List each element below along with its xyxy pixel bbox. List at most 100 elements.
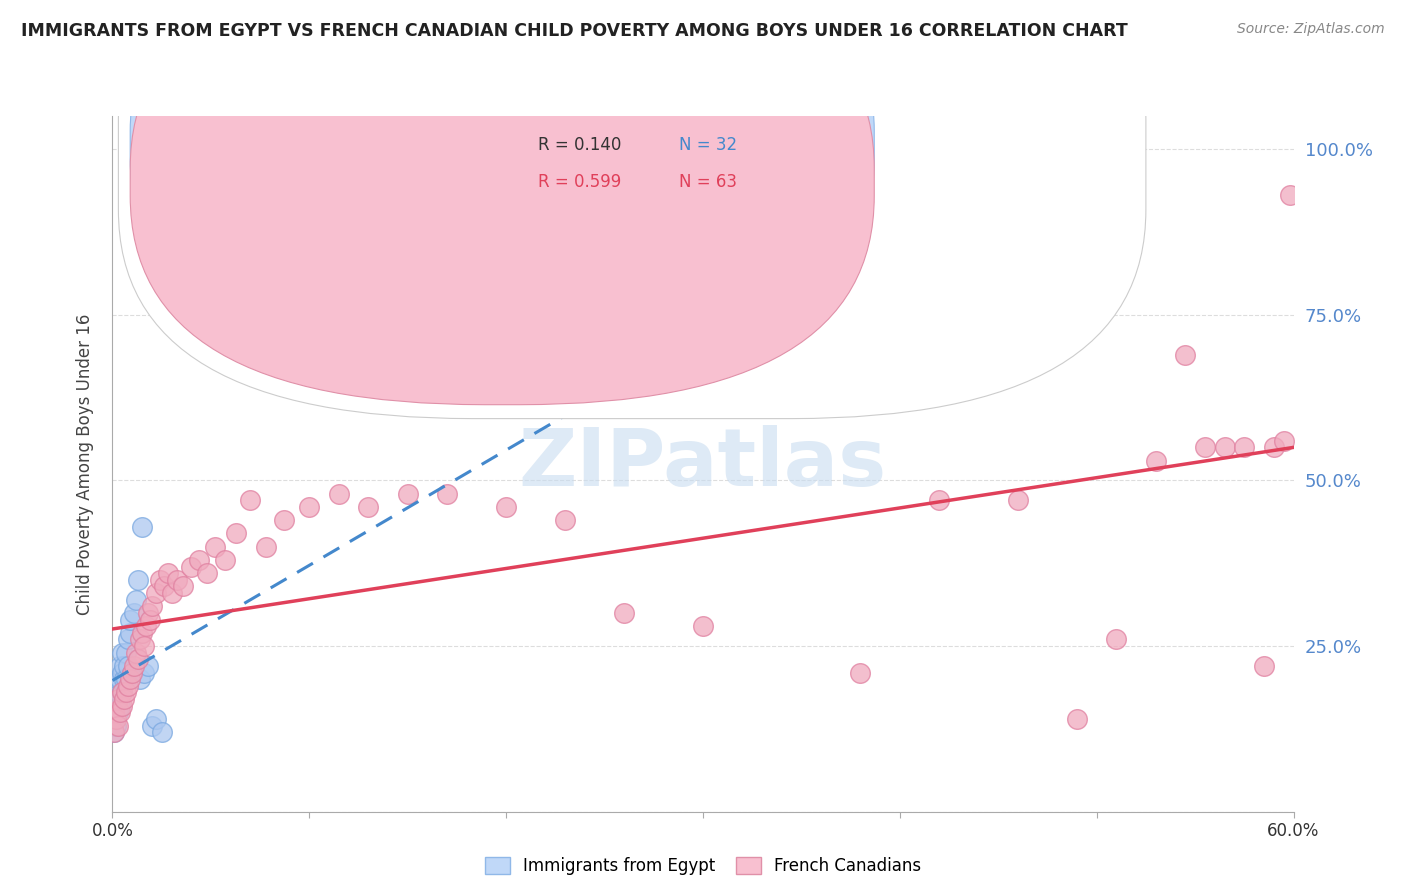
Legend: Immigrants from Egypt, French Canadians: Immigrants from Egypt, French Canadians	[477, 848, 929, 883]
Point	[120, 625, 142, 640]
Point	[239, 493, 262, 508]
Point	[127, 573, 149, 587]
Point	[103, 725, 125, 739]
Point	[328, 486, 350, 500]
Point	[132, 639, 155, 653]
Point	[613, 606, 636, 620]
Point	[214, 553, 236, 567]
Point	[107, 718, 129, 732]
Point	[136, 606, 159, 620]
Point	[254, 540, 277, 554]
Point	[107, 685, 129, 699]
Point	[131, 625, 153, 640]
Point	[131, 520, 153, 534]
Point	[129, 672, 152, 686]
Point	[111, 646, 134, 660]
Point	[166, 573, 188, 587]
Point	[127, 652, 149, 666]
Point	[150, 725, 173, 739]
Point	[103, 712, 125, 726]
Point	[156, 566, 179, 581]
FancyBboxPatch shape	[118, 0, 1146, 418]
Point	[1263, 440, 1285, 454]
Point	[152, 579, 174, 593]
Point	[1144, 453, 1167, 467]
Point	[107, 706, 129, 720]
Point	[115, 646, 138, 660]
Text: ZIPatlas: ZIPatlas	[519, 425, 887, 503]
Point	[122, 659, 145, 673]
Point	[111, 685, 134, 699]
Point	[1007, 493, 1029, 508]
Point	[172, 579, 194, 593]
Point	[273, 513, 295, 527]
Point	[139, 613, 162, 627]
Point	[117, 679, 139, 693]
Point	[149, 573, 172, 587]
Point	[110, 706, 132, 720]
Point	[1194, 440, 1216, 454]
Point	[107, 692, 129, 706]
Point	[160, 586, 183, 600]
Point	[188, 553, 211, 567]
Point	[117, 632, 139, 647]
Point	[225, 526, 247, 541]
Point	[145, 712, 167, 726]
Point	[357, 500, 380, 514]
Point	[115, 672, 138, 686]
Point	[1253, 659, 1275, 673]
Y-axis label: Child Poverty Among Boys Under 16: Child Poverty Among Boys Under 16	[76, 313, 94, 615]
Point	[125, 646, 148, 660]
Point	[1278, 188, 1301, 202]
Point	[1066, 712, 1088, 726]
Point	[111, 698, 134, 713]
Point	[110, 672, 132, 686]
Point	[115, 685, 138, 699]
Point	[495, 500, 517, 514]
Point	[141, 718, 163, 732]
Point	[110, 659, 132, 673]
Text: IMMIGRANTS FROM EGYPT VS FRENCH CANADIAN CHILD POVERTY AMONG BOYS UNDER 16 CORRE: IMMIGRANTS FROM EGYPT VS FRENCH CANADIAN…	[21, 22, 1128, 40]
Point	[1105, 632, 1128, 647]
Point	[135, 619, 157, 633]
Point	[180, 559, 202, 574]
Point	[1233, 440, 1256, 454]
Text: R = 0.140: R = 0.140	[537, 136, 621, 154]
Text: Source: ZipAtlas.com: Source: ZipAtlas.com	[1237, 22, 1385, 37]
Point	[120, 613, 142, 627]
Point	[1213, 440, 1236, 454]
FancyBboxPatch shape	[131, 0, 875, 368]
Point	[1272, 434, 1295, 448]
Point	[849, 665, 872, 680]
Point	[121, 665, 143, 680]
Point	[122, 606, 145, 620]
Point	[141, 599, 163, 614]
Point	[145, 586, 167, 600]
Point	[112, 672, 135, 686]
Point	[103, 725, 125, 739]
Point	[111, 665, 134, 680]
FancyBboxPatch shape	[131, 0, 875, 405]
Point	[136, 659, 159, 673]
Point	[107, 672, 129, 686]
Text: N = 32: N = 32	[679, 136, 738, 154]
Point	[111, 685, 134, 699]
Point	[298, 500, 321, 514]
Point	[112, 692, 135, 706]
Point	[132, 665, 155, 680]
Point	[105, 718, 128, 732]
Point	[928, 493, 950, 508]
Point	[554, 513, 576, 527]
Point	[105, 698, 128, 713]
Point	[129, 632, 152, 647]
Point	[110, 698, 132, 713]
Point	[125, 592, 148, 607]
Point	[121, 665, 143, 680]
Point	[120, 672, 142, 686]
Point	[204, 540, 226, 554]
Point	[105, 712, 128, 726]
Point	[1174, 347, 1197, 361]
Point	[692, 619, 714, 633]
Point	[396, 486, 419, 500]
Point	[103, 706, 125, 720]
